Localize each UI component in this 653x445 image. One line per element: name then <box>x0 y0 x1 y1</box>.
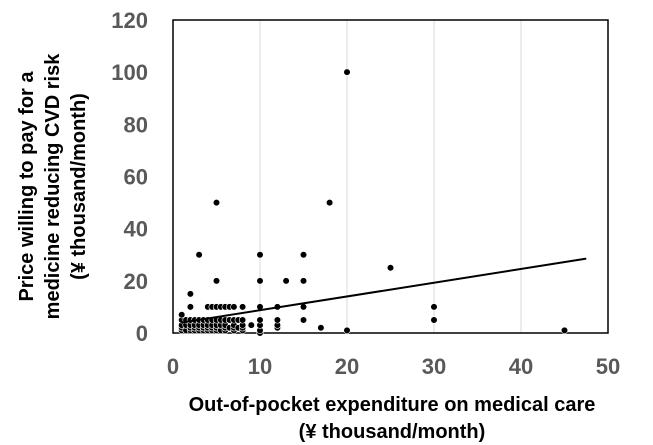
data-point <box>430 316 438 324</box>
x-tick-label: 30 <box>422 354 446 379</box>
data-point <box>299 251 308 259</box>
data-point <box>178 311 186 319</box>
data-point <box>317 324 325 332</box>
data-point <box>256 277 264 285</box>
x-tick-label: 50 <box>596 354 620 379</box>
y-tick-label: 60 <box>124 165 148 190</box>
x-axis-title-line: (¥ thousand/month) <box>299 421 486 443</box>
x-axis-tick-labels: 0 10 20 30 40 50 <box>167 354 620 379</box>
data-point <box>326 198 334 207</box>
data-point <box>212 198 221 207</box>
data-point <box>256 251 264 259</box>
y-tick-label: 0 <box>136 321 148 346</box>
data-point <box>430 303 438 311</box>
data-point <box>212 277 221 285</box>
data-point <box>247 321 255 329</box>
data-point <box>299 277 308 285</box>
data-point <box>195 251 203 259</box>
x-axis-title: Out-of-pocket expenditure on medical car… <box>189 394 596 443</box>
data-point <box>239 303 247 311</box>
y-tick-label: 20 <box>124 269 148 294</box>
data-point <box>239 316 247 324</box>
data-point <box>386 264 395 272</box>
y-tick-label: 120 <box>111 8 148 33</box>
data-point <box>186 290 194 298</box>
data-point <box>299 316 308 324</box>
data-point <box>230 303 238 311</box>
y-axis-title-line: Price willing to pay for a <box>16 71 38 302</box>
data-point <box>256 316 264 324</box>
data-point <box>273 316 282 324</box>
y-axis-title-line: (¥ thousand/month) <box>68 93 90 280</box>
x-tick-label: 10 <box>248 354 272 379</box>
data-point <box>186 303 194 311</box>
data-points <box>178 68 569 337</box>
vertical-gridlines <box>259 20 522 333</box>
data-point <box>282 277 290 285</box>
data-point <box>560 326 569 334</box>
y-axis-title: Price willing to pay for a medicine reduc… <box>16 53 90 320</box>
data-point <box>343 326 351 334</box>
x-tick-label: 40 <box>509 354 533 379</box>
x-tick-label: 0 <box>167 354 179 379</box>
linear-trendline <box>181 257 587 324</box>
y-axis-title-line: medicine reducing CVD risk <box>42 53 64 320</box>
y-tick-label: 40 <box>124 217 148 242</box>
x-axis-title-line: Out-of-pocket expenditure on medical car… <box>189 394 596 416</box>
y-tick-label: 100 <box>111 60 148 85</box>
y-tick-label: 80 <box>124 112 148 137</box>
plot-area-frame <box>172 19 609 334</box>
data-point <box>343 68 351 76</box>
x-tick-label: 20 <box>335 354 359 379</box>
y-axis-tick-labels: 0 20 40 60 80 100 120 <box>111 8 148 346</box>
